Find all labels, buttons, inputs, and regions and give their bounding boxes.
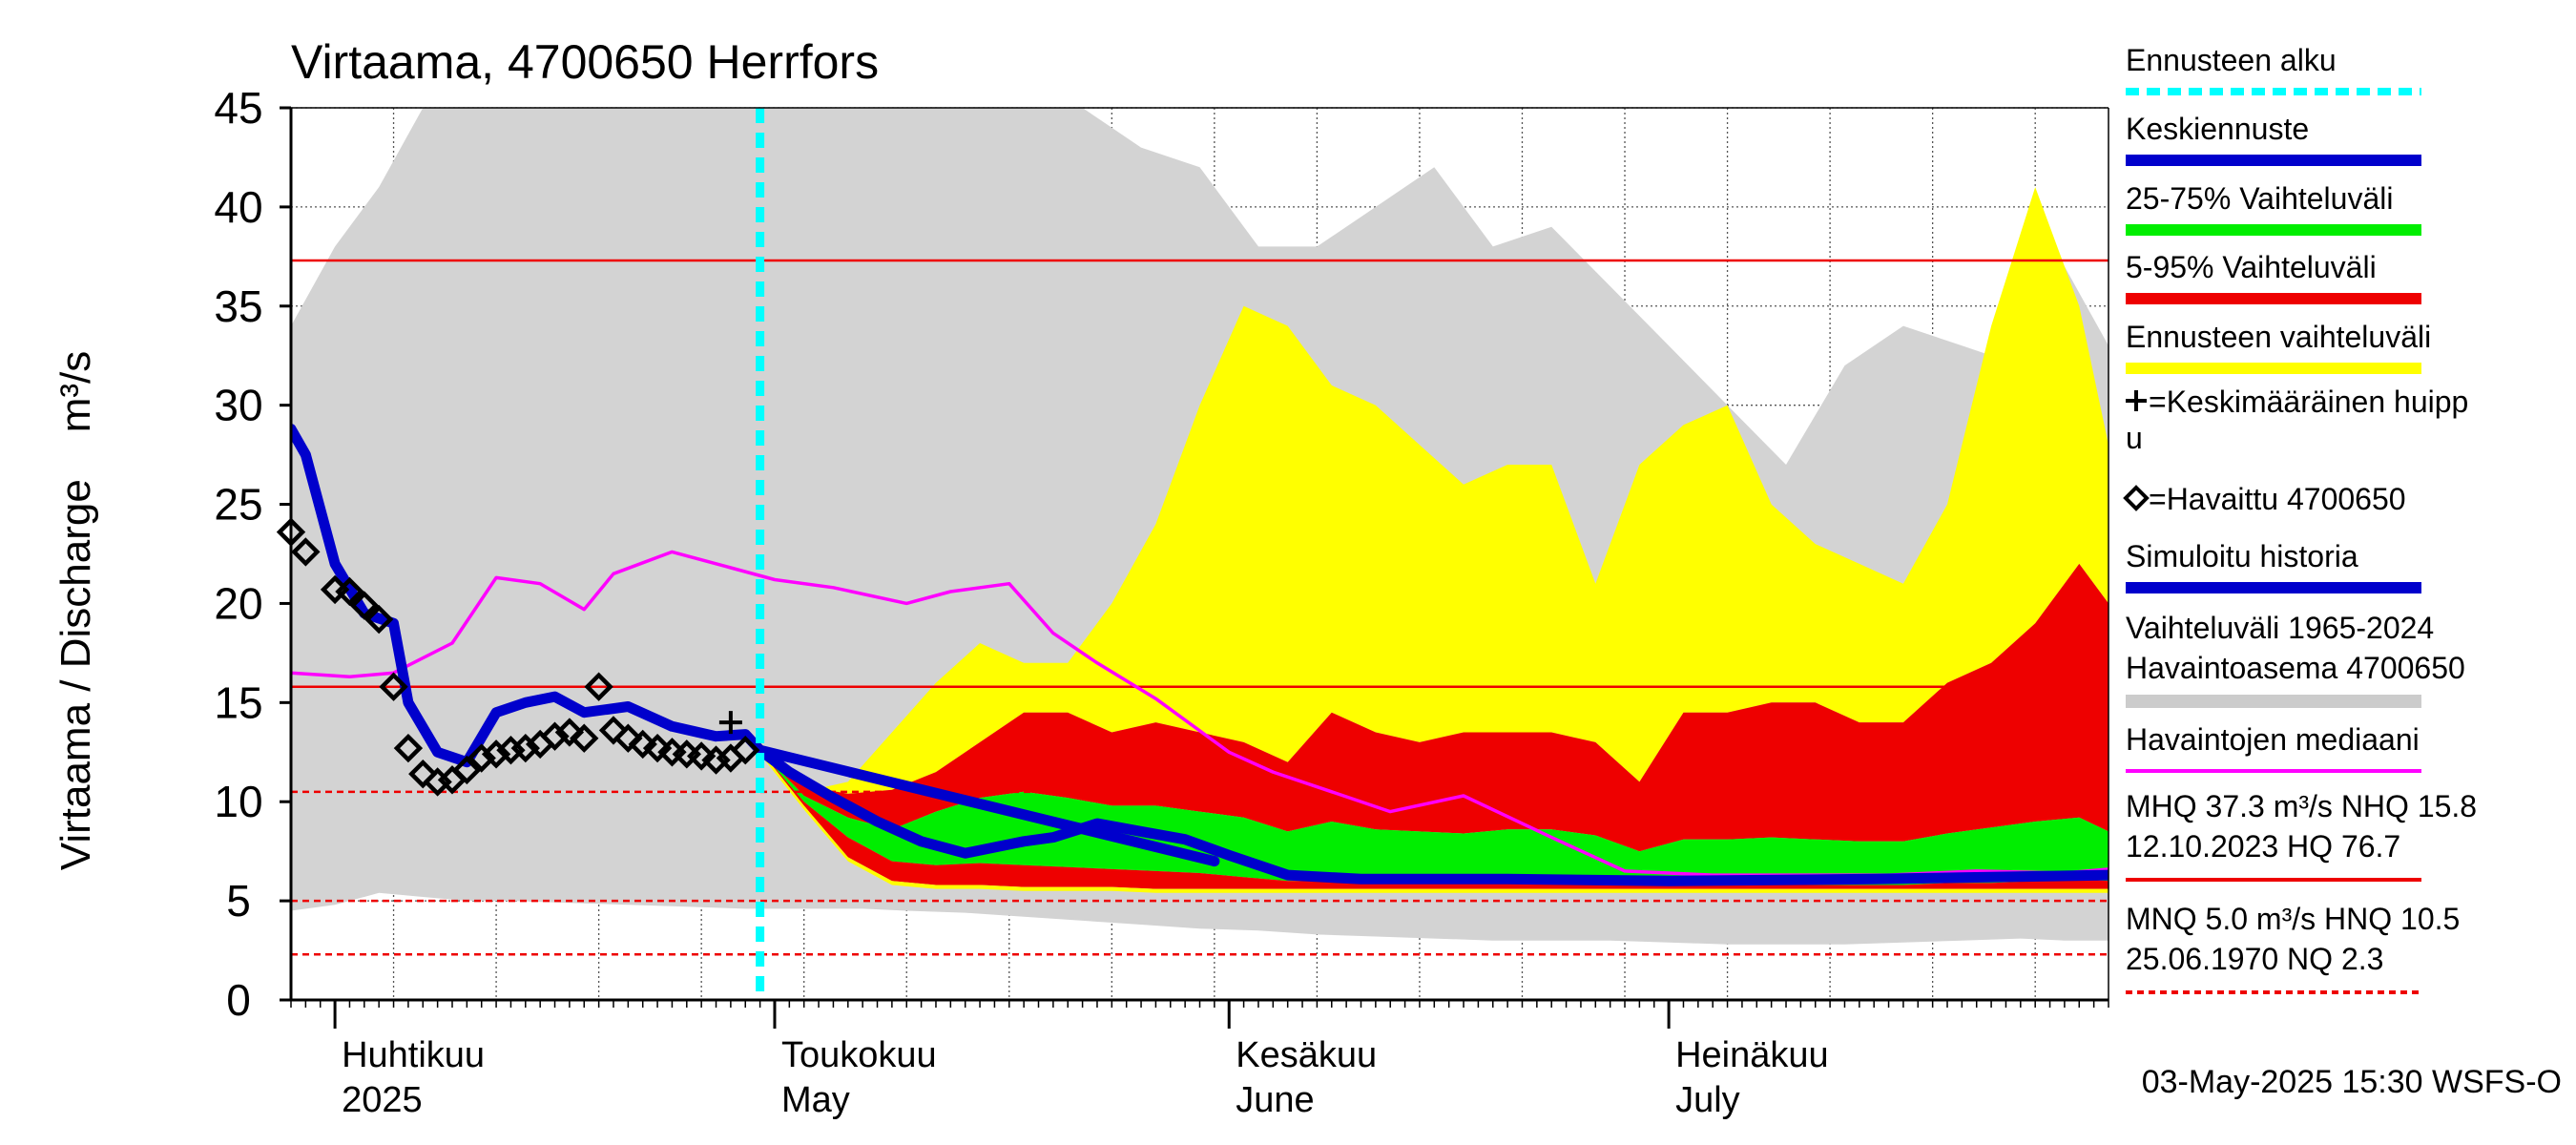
plot-area: 051015202530354045Huhtikuu2025ToukokuuMa… [214,83,2109,1120]
p25-75-band [759,750,2109,885]
observed-point [598,716,629,745]
legend-item: MNQ 5.0 m³/s HNQ 10.5 25.06.1970 NQ 2.3 [2126,902,2460,994]
mean-forecast-line [755,744,1220,867]
legend-cross-icon [2126,390,2147,411]
y-tick-label: 40 [214,182,262,232]
observed-point [379,672,408,701]
observed-point [467,743,496,773]
legend-label: 25-75% Vaihteluväli [2126,181,2393,216]
legend-label-line2: 12.10.2023 HQ 76.7 [2126,829,2400,864]
legend-item: Keskiennuste [2126,112,2421,166]
legend-label-line2: 25.06.1970 NQ 2.3 [2126,942,2383,976]
observed-point [642,733,673,763]
observed-point [731,736,760,765]
observed-point [686,741,717,771]
observed-point [628,729,657,760]
month-label: Kesäkuu [1236,1035,1377,1075]
month-sublabel: July [1675,1080,1740,1120]
y-tick-label: 0 [226,975,251,1025]
legend-label: Ennusteen alku [2126,43,2337,77]
legend-item: Havaintojen mediaani [2126,722,2421,773]
forecast-range-band [759,187,2109,794]
observed-point [408,759,438,789]
y-tick-label: 30 [214,381,262,430]
legend-label: Ennusteen vaihteluväli [2126,320,2431,354]
legend-diamond-icon [2123,485,2150,511]
month-label: Heinäkuu [1675,1035,1829,1075]
legend-label: =Havaittu 4700650 [2149,482,2406,516]
observed-point [452,755,482,785]
observed-point [481,739,511,769]
y-tick-label: 10 [214,777,262,826]
legend-label: =Keskimääräinen huipp [2149,385,2468,419]
month-label: Huhtikuu [342,1035,485,1075]
legend-item: Ennusteen vaihteluväli [2126,320,2431,374]
y-tick-label: 15 [214,677,262,727]
observed-point [291,537,321,567]
y-tick-label: 20 [214,578,262,628]
simulated-history-line [291,424,2109,886]
month-label: Toukokuu [781,1035,937,1075]
legend-item: =Havaittu 4700650 [2123,482,2406,516]
observed-point [570,723,599,753]
legend-item: 25-75% Vaihteluväli [2126,181,2421,236]
observed-point [349,591,379,620]
legend-item: Vaihteluväli 1965-2024 Havaintoasema 470… [2126,611,2465,708]
legend-label: MNQ 5.0 m³/s HNQ 10.5 [2126,902,2460,936]
month-sublabel: May [781,1080,850,1120]
chart-title: Virtaama, 4700650 Herrfors [291,35,879,89]
median-line [291,550,2109,877]
observed-point [393,733,424,763]
observed-point [584,672,613,701]
observed-point [613,723,643,753]
p5-95-upper-band [759,563,2109,852]
observed-point [364,604,394,635]
legend-label: Keskiennuste [2126,112,2309,146]
legend-label-line2: u [2126,421,2143,455]
legend-label: 5-95% Vaihteluväli [2126,250,2377,284]
legend-label-line2: Havaintoasema 4700650 [2126,651,2465,685]
p5-95-lower-band [759,750,2109,889]
observed-point [335,576,364,607]
legend-item: 5-95% Vaihteluväli [2126,250,2421,304]
y-axis-label: Virtaama / Discharge m³/s [52,351,99,870]
observed-point [554,718,585,747]
y-tick-label: 5 [226,876,251,926]
legend-label: Havaintojen mediaani [2126,722,2420,757]
month-sublabel: June [1236,1080,1314,1120]
legend-item: Simuloitu historia [2126,539,2421,593]
legend-item: MHQ 37.3 m³/s NHQ 15.8 12.10.2023 HQ 76.7 [2126,789,2477,882]
legend-label: Simuloitu historia [2126,539,2358,573]
footer-timestamp: 03-May-2025 15:30 WSFS-O [2142,1064,2562,1100]
legend-item: Ennusteen alku [2126,43,2421,95]
y-tick-label: 25 [214,480,262,530]
observed-point [540,721,570,751]
mean-peak-marker [718,711,742,735]
forecast-bands [759,187,2109,893]
month-sublabel: 2025 [342,1080,423,1120]
series-lines [291,424,2109,886]
y-tick-label: 35 [214,281,262,331]
y-tick-label: 45 [214,83,262,133]
observed-point [510,733,540,763]
legend: Ennusteen alku Keskiennuste 25-75% Vaihtel… [2123,43,2477,994]
legend-label: Vaihteluväli 1965-2024 [2126,611,2434,645]
legend-label: MHQ 37.3 m³/s NHQ 15.8 [2126,789,2477,823]
